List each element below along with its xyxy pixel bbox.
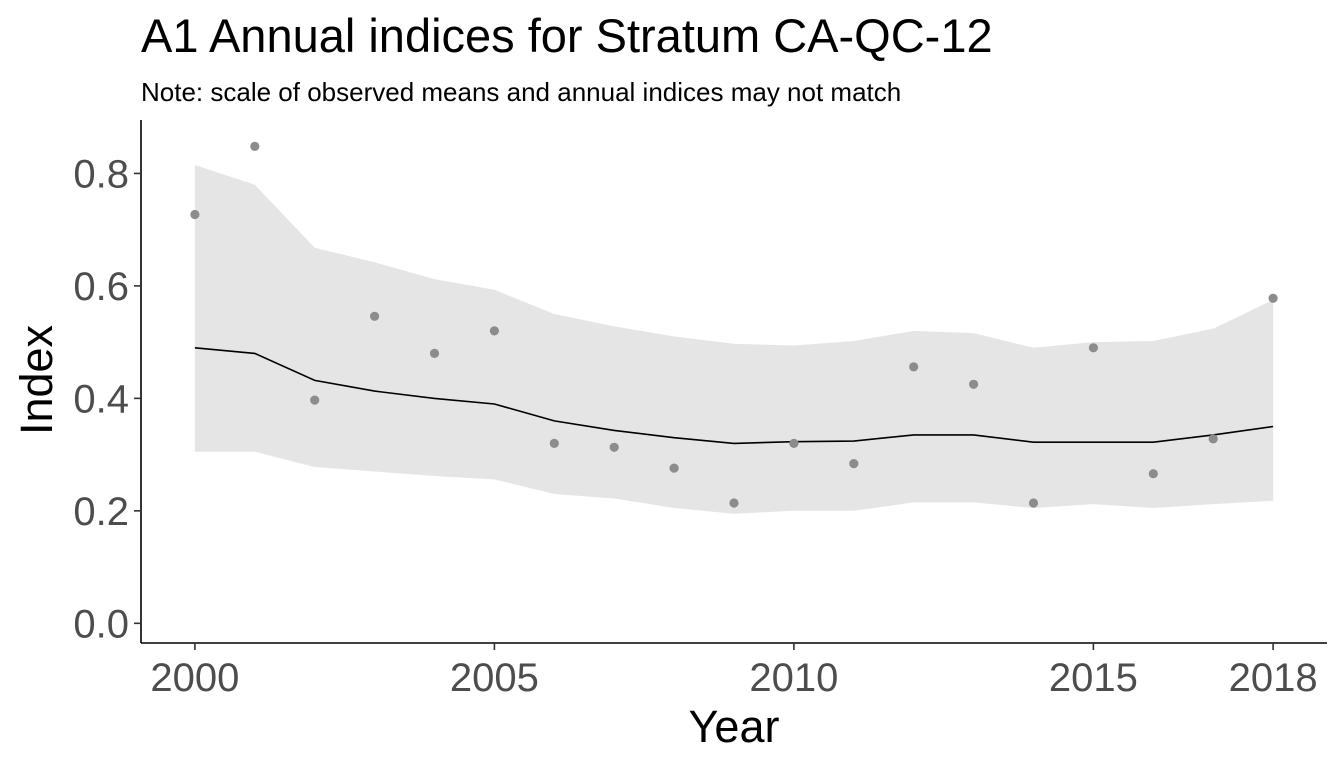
index-line (194, 347, 1274, 445)
y-tick-label: 0.4 (73, 377, 129, 421)
observed-mean-point (190, 209, 200, 220)
observed-mean-point (849, 459, 859, 469)
observed-mean-point (969, 379, 979, 389)
x-tick-label: 2015 (1049, 656, 1138, 700)
y-tick-label: 0.2 (73, 490, 129, 534)
x-tick-label: 2018 (1229, 656, 1318, 700)
credible-interval-layer (194, 165, 1274, 514)
x-tick-label: 2005 (450, 656, 539, 700)
observed-mean-point (1208, 434, 1218, 444)
x-tick-label: 2010 (749, 656, 838, 700)
observed-mean-point (489, 326, 499, 336)
x-axis-title: Year (689, 701, 780, 752)
axes: 0.0 0.2 0.4 0.6 0.8 2000 2005 2010 2015 2018 (73, 120, 1327, 700)
observed-mean-point (1268, 293, 1278, 303)
observed-mean-point (1028, 498, 1039, 508)
observed-mean-point (549, 438, 559, 448)
x-tick-label: 2000 (150, 656, 239, 700)
observed-mean-point (669, 463, 679, 473)
observed-mean-point (909, 362, 919, 372)
observed-mean-point (1088, 343, 1098, 353)
credible-interval-band (194, 165, 1274, 514)
index-line-layer (194, 347, 1274, 445)
y-tick-label: 0.8 (73, 152, 129, 196)
observed-mean-point (429, 348, 440, 358)
y-axis-title: Index (11, 324, 62, 435)
observed-mean-point (729, 498, 739, 508)
observed-means-layer (190, 141, 1278, 508)
observed-mean-point (789, 438, 799, 448)
observed-mean-point (370, 311, 380, 321)
chart-subtitle: Note: scale of observed means and annual… (141, 77, 902, 107)
observed-mean-point (250, 141, 260, 151)
observed-mean-point (609, 442, 619, 452)
y-tick-label: 0.0 (73, 602, 129, 646)
chart-title: A1 Annual indices for Stratum CA-QC-12 (141, 9, 993, 62)
observed-mean-point (310, 395, 320, 405)
y-tick-label: 0.6 (73, 265, 129, 309)
observed-mean-point (1148, 469, 1158, 479)
